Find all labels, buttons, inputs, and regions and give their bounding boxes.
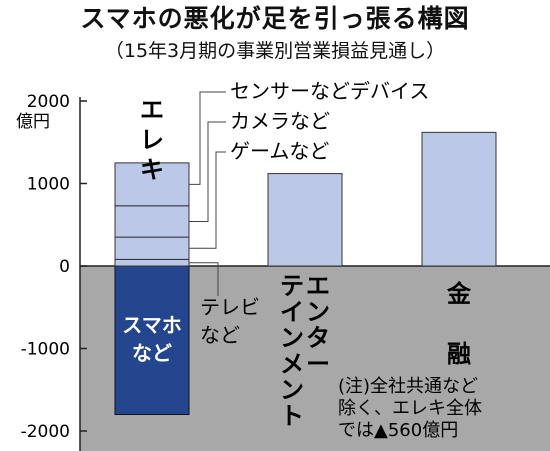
category-label-entertainment: ン xyxy=(280,376,304,404)
y-tick-label: -2000 xyxy=(21,422,70,442)
category-label-entertainment: ー xyxy=(306,350,330,378)
chart-title: スマホの悪化が足を引っ張る構図 xyxy=(80,4,470,33)
category-label-entertainment: エ xyxy=(306,272,330,300)
chart-subtitle: （15年3月期の事業別営業損益見通し） xyxy=(104,40,446,62)
y-tick-label: 1000 xyxy=(27,175,70,195)
category-label-entertainment: イ xyxy=(280,298,304,326)
leader-line xyxy=(189,91,226,185)
y-tick-label: 0 xyxy=(59,257,70,277)
category-label-entertainment: ン xyxy=(280,324,304,352)
leader-line xyxy=(189,121,226,222)
category-label-electronics: エ xyxy=(140,96,164,124)
category-label-finance: 融 xyxy=(447,340,471,368)
category-label-entertainment: タ xyxy=(306,324,330,352)
footnote-line: (注)全社共通など xyxy=(338,376,478,397)
category-label-entertainment: メ xyxy=(280,350,304,378)
category-label-electronics: レ xyxy=(140,126,164,154)
category-label-entertainment: テ xyxy=(280,272,304,300)
footnote-line: では▲560億円 xyxy=(338,420,458,441)
y-unit-label: 億円 xyxy=(16,112,50,132)
segment-label: センサーなどデバイス xyxy=(230,79,429,103)
y-tick-label: -1000 xyxy=(21,340,70,360)
leader-line xyxy=(189,262,219,296)
category-label-finance: 金 xyxy=(446,280,472,308)
footnote-line: 除く、エレキ全体 xyxy=(338,398,482,419)
tv-label: テレビ xyxy=(200,295,260,319)
leader-line xyxy=(189,151,226,249)
bar-segment-2 xyxy=(114,236,190,260)
y-tick-label: 2000 xyxy=(27,92,70,112)
bar-finance xyxy=(421,131,497,267)
segment-label: ゲームなど xyxy=(230,139,329,163)
category-label-entertainment: ト xyxy=(280,402,304,430)
bar-segment-smartphone xyxy=(114,265,190,415)
tv-label: など xyxy=(200,323,240,347)
smartphone-label: など xyxy=(132,341,172,365)
bar-segment-3 xyxy=(114,205,190,238)
category-label-entertainment: ン xyxy=(306,298,330,326)
bar-segment-1 xyxy=(114,258,190,267)
segment-label: カメラなど xyxy=(230,109,330,133)
smartphone-label: スマホ xyxy=(122,313,181,337)
bar-segment-4 xyxy=(114,162,190,207)
bar-entertainment xyxy=(267,173,343,267)
category-label-electronics: キ xyxy=(140,156,164,184)
